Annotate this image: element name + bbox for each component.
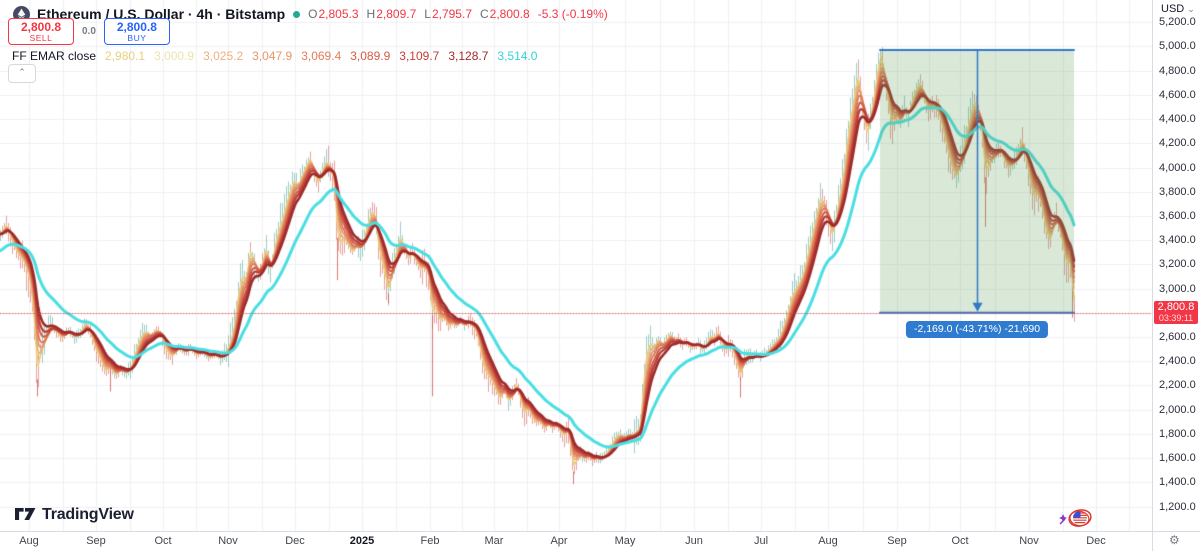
time-axis-label: Jul — [753, 535, 769, 547]
price-axis-label: 3,000.0 — [1159, 282, 1196, 295]
indicator-value: 3,047.9 — [252, 49, 293, 63]
current-price: 2,800.8 — [1157, 301, 1195, 314]
indicator-value: 3,000.9 — [154, 49, 195, 63]
symbol-title[interactable]: Ethereum / U.S. Dollar · 4h · Bitstamp — [37, 6, 286, 22]
bar-countdown: 03:39:11 — [1158, 313, 1194, 324]
current-price-badge: 2,800.8 03:39:11 — [1154, 301, 1198, 325]
time-axis-label: Nov — [218, 535, 238, 547]
indicator-values: 2,980.1 3,000.9 3,025.2 3,047.9 3,069.4 3,089… — [105, 49, 537, 63]
price-axis-label: 3,600.0 — [1159, 209, 1196, 222]
time-axis-label: 2025 — [349, 535, 375, 547]
measure-tool-label[interactable]: -2,169.0 (-43.71%) -21,690 — [905, 320, 1049, 338]
price-axis-label: 2,600.0 — [1159, 331, 1196, 344]
tradingview-mark-icon — [15, 508, 36, 520]
ohlc-item: C2,800.8 — [480, 7, 530, 21]
legend-collapse-button[interactable]: ⌃ — [8, 64, 36, 83]
price-axis[interactable]: USD ⌄ 2,800.8 03:39:11 5,200.0 5,000.0 4,8… — [1153, 0, 1200, 531]
tradingview-logo[interactable]: TradingView — [14, 506, 134, 524]
buy-label: BUY — [127, 32, 147, 43]
time-axis-label: Aug — [19, 535, 39, 547]
price-axis-divider — [1152, 0, 1153, 551]
price-axis-label: 2,200.0 — [1159, 379, 1196, 392]
indicator-value: 3,109.7 — [399, 49, 440, 63]
price-axis-label: 2,000.0 — [1159, 403, 1196, 416]
price-axis-label: 5,200.0 — [1159, 16, 1196, 29]
time-axis-label: Sep — [887, 535, 907, 547]
ohlc-item: O2,805.3 — [308, 7, 359, 21]
time-axis-label: Aug — [818, 535, 838, 547]
time-axis-label: Dec — [285, 535, 305, 547]
price-axis-label: 4,000.0 — [1159, 161, 1196, 174]
tradingview-logo-text: TradingView — [42, 506, 134, 523]
sticker-scribble-icon[interactable] — [1056, 506, 1094, 537]
buy-button[interactable]: 2,800.8 BUY — [103, 18, 170, 45]
indicator-value: 3,514.0 — [497, 49, 538, 63]
trade-panel: 2,800.8 SELL 0.0 2,800.8 BUY — [8, 18, 170, 45]
time-axis-label: Oct — [951, 535, 969, 547]
sell-price: 2,800.8 — [20, 19, 62, 34]
sell-button[interactable]: 2,800.8 SELL — [8, 18, 74, 45]
price-axis-label: 2,400.0 — [1159, 355, 1196, 368]
ohlc-item: L2,795.7 — [424, 7, 472, 21]
price-axis-label: 3,400.0 — [1159, 234, 1196, 247]
time-axis-label: Sep — [86, 535, 106, 547]
time-axis-label: Oct — [154, 535, 172, 547]
market-status-icon[interactable] — [293, 10, 301, 18]
time-axis-label: Feb — [420, 535, 440, 547]
time-axis-label: Mar — [484, 535, 504, 547]
time-axis[interactable]: Aug Sep Oct Nov Dec 2025 Feb Mar Apr May Jun Jul Aug… — [0, 532, 1152, 551]
price-chart-canvas[interactable] — [0, 0, 1152, 531]
sell-label: SELL — [29, 32, 53, 43]
price-axis-label: 5,000.0 — [1159, 40, 1196, 53]
price-axis-label: 3,200.0 — [1159, 258, 1196, 271]
ohlc-values: O2,805.3 H2,809.7 L2,795.7 C2,800.8 -5.3 (-0… — [308, 7, 608, 21]
chevron-down-icon: ⌄ — [1187, 4, 1195, 14]
time-axis-label: Jun — [685, 535, 703, 547]
indicator-legend: FF EMAR close 2,980.1 3,000.9 3,025.2 3,047… — [12, 49, 537, 63]
time-axis-label: May — [614, 535, 636, 547]
price-axis-label: 4,800.0 — [1159, 64, 1196, 77]
time-axis-divider — [0, 531, 1200, 532]
axis-settings-gear-icon[interactable]: ⚙ — [1169, 533, 1180, 547]
price-axis-label: 4,400.0 — [1159, 113, 1196, 126]
time-axis-label: Nov — [1019, 535, 1039, 547]
price-axis-label: 4,600.0 — [1159, 88, 1196, 101]
spread-value: 0.0 — [82, 26, 96, 37]
price-axis-label: 3,800.0 — [1159, 185, 1196, 198]
time-axis-label: Apr — [550, 535, 568, 547]
chart-legend: Ethereum / U.S. Dollar · 4h · Bitstamp O… — [13, 4, 608, 24]
time-axis-label: Dec — [1086, 535, 1106, 547]
ohlc-item: H2,809.7 — [366, 7, 417, 21]
indicator-value: 3,089.9 — [350, 49, 391, 63]
price-axis-label: 1,400.0 — [1159, 476, 1196, 489]
price-change: -5.3 (-0.19%) — [537, 7, 608, 21]
price-axis-label: 1,800.0 — [1159, 427, 1196, 440]
indicator-value: 3,069.4 — [301, 49, 342, 63]
indicator-value: 3,025.2 — [203, 49, 244, 63]
indicator-value: 2,980.1 — [105, 49, 146, 63]
currency-label: USD — [1161, 3, 1185, 15]
indicator-name[interactable]: FF EMAR close — [12, 49, 97, 63]
buy-price: 2,800.8 — [116, 19, 157, 34]
price-axis-label: 1,600.0 — [1159, 452, 1196, 465]
price-axis-label: 1,200.0 — [1159, 500, 1196, 513]
currency-selector[interactable]: USD ⌄ — [1159, 2, 1197, 16]
price-axis-label: 4,200.0 — [1159, 137, 1196, 150]
indicator-value: 3,128.7 — [448, 49, 489, 63]
